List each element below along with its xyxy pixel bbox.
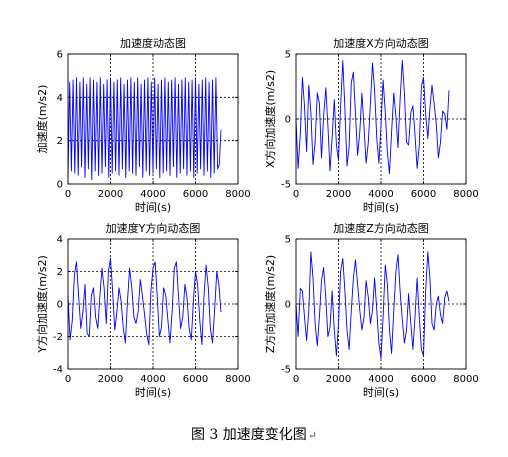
y-tick-label: 2 xyxy=(57,267,63,278)
axes-frame xyxy=(295,238,467,370)
y-axis-label: Z方向加速度(m/s2) xyxy=(263,255,277,353)
x-tick-label: 4000 xyxy=(368,189,393,200)
x-axis-label: 时间(s) xyxy=(135,386,171,399)
subplot-title: 加速度Z方向动态图 xyxy=(333,221,429,235)
y-tick-label: 6 xyxy=(57,50,63,61)
y-axis-label: 加速度(m/s2) xyxy=(35,85,49,154)
caption-label: 图 3 xyxy=(190,427,219,443)
y-tick-label: 5 xyxy=(285,235,291,246)
y-tick-label: 0 xyxy=(285,300,291,311)
x-tick-label: 4000 xyxy=(368,374,393,385)
y-tick-label: -5 xyxy=(281,365,291,376)
x-tick-label: 0 xyxy=(293,189,299,200)
y-tick-label: 0 xyxy=(57,180,63,191)
y-tick-label: 0 xyxy=(57,300,63,311)
y-tick-label: 4 xyxy=(57,93,63,104)
y-axis-label: X方向加速度(m/s2) xyxy=(263,70,277,168)
y-axis-label: Y方向加速度(m/s2) xyxy=(35,255,49,353)
return-mark-icon: ↵ xyxy=(307,429,318,442)
x-tick-label: 0 xyxy=(65,189,71,200)
x-tick-label: 8000 xyxy=(453,374,478,385)
x-tick-label: 0 xyxy=(65,374,71,385)
x-axis-label: 时间(s) xyxy=(135,201,171,214)
y-tick-label: -5 xyxy=(281,180,291,191)
x-tick-label: 4000 xyxy=(140,189,165,200)
x-tick-label: 6000 xyxy=(411,189,436,200)
x-tick-label: 2000 xyxy=(326,374,351,385)
x-axis-label: 时间(s) xyxy=(363,201,399,214)
y-tick-label: 0 xyxy=(285,115,291,126)
figure-caption: 图 3 加速度变化图↵ xyxy=(0,424,508,444)
x-axis-label: 时间(s) xyxy=(363,386,399,399)
axes-frame xyxy=(67,238,239,370)
y-tick-label: -2 xyxy=(53,332,63,343)
x-tick-label: 2000 xyxy=(98,189,123,200)
x-tick-label: 6000 xyxy=(183,374,208,385)
x-tick-label: 4000 xyxy=(140,374,165,385)
x-tick-label: 6000 xyxy=(183,189,208,200)
y-tick-label: 5 xyxy=(285,50,291,61)
axes-frame xyxy=(67,53,239,185)
x-tick-label: 0 xyxy=(293,374,299,385)
subplot-4: 0 2000 4000 6000 8000-505加速度Z方向动态图时间(s)Z方向加速… xyxy=(263,221,479,399)
y-tick-label: 2 xyxy=(57,136,63,147)
subplot-title: 加速度动态图 xyxy=(120,36,186,50)
subplot-title: 加速度Y方向动态图 xyxy=(106,221,201,235)
y-tick-label: 4 xyxy=(57,235,63,246)
x-tick-label: 8000 xyxy=(453,189,478,200)
x-tick-label: 6000 xyxy=(411,374,436,385)
caption-text: 加速度变化图 xyxy=(222,427,307,443)
x-tick-label: 8000 xyxy=(225,189,250,200)
x-tick-label: 2000 xyxy=(326,189,351,200)
subplot-title: 加速度X方向动态图 xyxy=(333,36,429,50)
axes-frame xyxy=(295,53,467,185)
y-tick-label: -4 xyxy=(53,365,63,376)
x-tick-label: 8000 xyxy=(225,374,250,385)
x-tick-label: 2000 xyxy=(98,374,123,385)
subplot-2: 0 2000 4000 6000 8000-505加速度X方向动态图时间(s)X方向加速… xyxy=(263,36,479,214)
